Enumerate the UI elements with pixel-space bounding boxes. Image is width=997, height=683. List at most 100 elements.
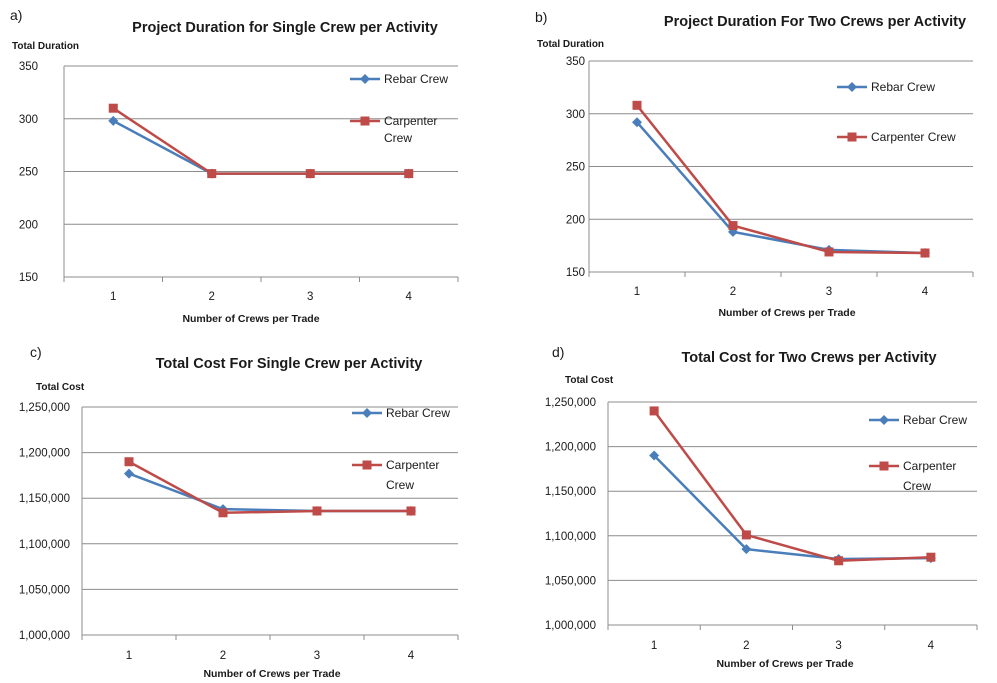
x-tick-label-d: 4 bbox=[928, 640, 935, 652]
y-tick-label-c: 1,250,000 bbox=[19, 402, 70, 414]
y-tick-label-b: 350 bbox=[566, 56, 585, 68]
chart-panel-a: a) Project Duration for Single Crew per … bbox=[0, 0, 497, 335]
chart-c-svg: c) Total Cost For Single Crew per Activi… bbox=[19, 344, 459, 680]
chart-panel-b: b) Project Duration For Two Crews per Ac… bbox=[497, 0, 997, 335]
y-tick-label-d: 1,000,000 bbox=[545, 620, 596, 632]
series-line-carpenter-b bbox=[636, 104, 926, 255]
chart-d-svg: d) Total Cost for Two Crews per Activity… bbox=[545, 344, 978, 670]
x-tick-label-c: 3 bbox=[314, 650, 320, 662]
y-tick-label-d: 1,150,000 bbox=[545, 486, 596, 498]
data-point-rebar-d bbox=[741, 544, 752, 555]
legend-marker-carpenter-b bbox=[847, 132, 857, 142]
y-tick-label-a: 350 bbox=[19, 61, 38, 73]
x-tick-label-c: 1 bbox=[126, 650, 132, 662]
data-point-carpenter-c bbox=[406, 506, 416, 516]
y-tick-label-b: 150 bbox=[566, 267, 585, 279]
data-point-rebar-d bbox=[649, 450, 660, 461]
data-point-carpenter-d bbox=[741, 530, 751, 540]
data-point-carpenter-d bbox=[649, 406, 659, 416]
panel-letter-b: b) bbox=[535, 9, 547, 25]
y-tick-label-d: 1,100,000 bbox=[545, 531, 596, 543]
data-point-carpenter-a bbox=[404, 169, 414, 179]
x-tick-label-b: 1 bbox=[634, 286, 640, 298]
x-tick-label-d: 3 bbox=[835, 640, 841, 652]
x-tick-label-c: 2 bbox=[220, 650, 226, 662]
series-line-rebar-c bbox=[128, 472, 411, 513]
data-point-carpenter-a bbox=[108, 103, 118, 113]
x-axis-label-d: Number of Crews per Trade bbox=[716, 658, 853, 670]
x-tick-label-b: 2 bbox=[730, 286, 736, 298]
y-axis-label-d: Total Cost bbox=[565, 375, 614, 386]
data-point-carpenter-b bbox=[728, 221, 738, 231]
y-tick-label-c: 1,050,000 bbox=[19, 584, 70, 596]
data-point-rebar-b bbox=[632, 117, 642, 128]
y-tick-label-c: 1,100,000 bbox=[19, 539, 70, 551]
y-tick-label-c: 1,000,000 bbox=[19, 630, 70, 642]
y-axis-label-c: Total Cost bbox=[36, 382, 85, 393]
x-tick-label-a: 2 bbox=[209, 291, 215, 303]
chart-panel-d: d) Total Cost for Two Crews per Activity… bbox=[497, 335, 997, 683]
chart-b-svg: b) Project Duration For Two Crews per Ac… bbox=[535, 9, 974, 319]
series-line-carpenter-c bbox=[128, 460, 411, 515]
legend-label-carpenter-c: Crew bbox=[386, 478, 414, 492]
data-point-carpenter-c bbox=[124, 457, 134, 467]
x-tick-label-d: 2 bbox=[743, 640, 749, 652]
y-tick-label-c: 1,150,000 bbox=[19, 493, 70, 505]
chart-panel-c: c) Total Cost For Single Crew per Activi… bbox=[0, 335, 497, 683]
series-line-rebar-a bbox=[112, 119, 409, 175]
x-tick-label-d: 1 bbox=[651, 640, 657, 652]
legend-marker-rebar-d bbox=[879, 415, 889, 425]
legend-marker-rebar-a bbox=[360, 74, 370, 84]
series-line-carpenter-a bbox=[112, 107, 409, 175]
chart-title-d: Total Cost for Two Crews per Activity bbox=[681, 350, 936, 366]
y-tick-label-a: 300 bbox=[19, 114, 38, 126]
y-axis-label-b: Total Duration bbox=[537, 39, 604, 50]
data-point-carpenter-b bbox=[632, 100, 642, 110]
legend-label-rebar-b: Rebar Crew bbox=[871, 80, 935, 94]
x-axis-label-a: Number of Crews per Trade bbox=[182, 313, 319, 325]
data-point-carpenter-d bbox=[834, 556, 844, 566]
x-axis-label-b: Number of Crews per Trade bbox=[718, 307, 855, 319]
chart-title-b: Project Duration For Two Crews per Activ… bbox=[664, 14, 966, 30]
x-tick-label-b: 3 bbox=[826, 286, 832, 298]
y-tick-label-d: 1,050,000 bbox=[545, 575, 596, 587]
chart-a-svg: a) Project Duration for Single Crew per … bbox=[10, 7, 459, 325]
legend-label-carpenter-d: Carpenter bbox=[903, 459, 956, 473]
y-tick-label-d: 1,200,000 bbox=[545, 442, 596, 454]
series-line-rebar-d bbox=[653, 454, 931, 561]
data-point-carpenter-b bbox=[920, 248, 930, 258]
legend-marker-rebar-c bbox=[362, 408, 372, 418]
y-tick-label-a: 150 bbox=[19, 272, 38, 284]
y-tick-label-d: 1,250,000 bbox=[545, 397, 596, 409]
legend-label-rebar-a: Rebar Crew bbox=[384, 72, 448, 86]
data-point-rebar-c bbox=[124, 468, 134, 479]
data-point-carpenter-d bbox=[926, 552, 936, 562]
data-point-carpenter-b bbox=[824, 247, 834, 257]
legend-label-rebar-d: Rebar Crew bbox=[903, 413, 967, 427]
y-tick-label-c: 1,200,000 bbox=[19, 448, 70, 460]
legend-label-carpenter-c: Carpenter bbox=[386, 458, 439, 472]
legend-marker-carpenter-c bbox=[362, 460, 372, 470]
chart-title-c: Total Cost For Single Crew per Activity bbox=[156, 356, 423, 372]
y-tick-label-b: 200 bbox=[566, 214, 585, 226]
x-tick-label-a: 1 bbox=[110, 291, 116, 303]
legend-marker-rebar-b bbox=[847, 82, 857, 92]
data-point-carpenter-c bbox=[218, 508, 228, 518]
legend-marker-carpenter-a bbox=[360, 116, 370, 126]
series-line-carpenter-d bbox=[653, 410, 931, 563]
x-tick-label-b: 4 bbox=[922, 286, 929, 298]
x-tick-label-a: 4 bbox=[406, 291, 413, 303]
legend-label-rebar-c: Rebar Crew bbox=[386, 406, 450, 420]
x-tick-label-a: 3 bbox=[307, 291, 313, 303]
y-tick-label-a: 200 bbox=[19, 219, 38, 231]
y-axis-label-a: Total Duration bbox=[12, 41, 79, 52]
y-tick-label-b: 250 bbox=[566, 162, 585, 174]
data-point-rebar-a bbox=[108, 115, 119, 126]
y-tick-label-a: 250 bbox=[19, 167, 38, 179]
legend-label-carpenter-b: Carpenter Crew bbox=[871, 130, 956, 144]
data-point-carpenter-a bbox=[207, 169, 217, 179]
y-tick-label-b: 300 bbox=[566, 109, 585, 121]
data-point-carpenter-a bbox=[305, 169, 315, 179]
chart-title-a: Project Duration for Single Crew per Act… bbox=[132, 20, 438, 36]
data-point-carpenter-c bbox=[312, 506, 322, 516]
